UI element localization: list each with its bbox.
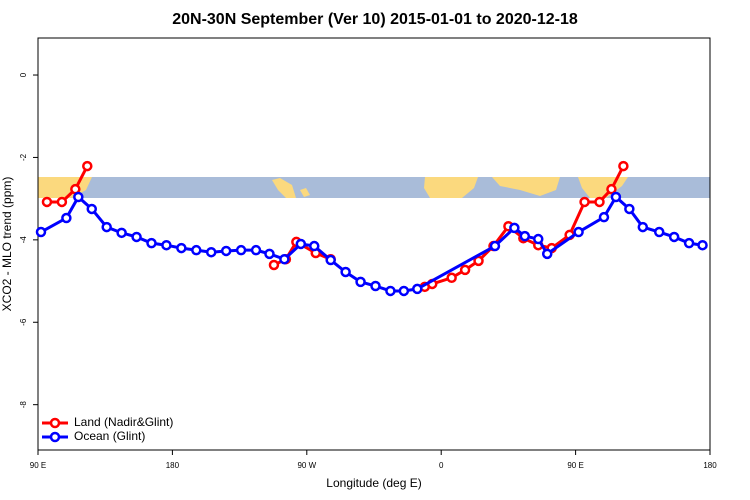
legend-label: Ocean (Glint) bbox=[74, 429, 145, 443]
point bbox=[541, 248, 553, 260]
point bbox=[61, 212, 72, 224]
point bbox=[73, 191, 84, 203]
legend-marker bbox=[49, 417, 61, 429]
point bbox=[459, 264, 471, 276]
legend-label: Land (Nadir&Glint) bbox=[74, 415, 173, 429]
point bbox=[509, 222, 520, 234]
point bbox=[325, 254, 336, 266]
point bbox=[220, 245, 232, 257]
point bbox=[610, 191, 622, 203]
x-tick-label: 90 E bbox=[30, 461, 46, 470]
point bbox=[579, 196, 590, 208]
point bbox=[637, 221, 649, 233]
map-strip bbox=[38, 177, 710, 198]
point bbox=[489, 240, 501, 252]
point bbox=[624, 203, 635, 215]
point bbox=[446, 272, 457, 284]
point bbox=[618, 160, 629, 172]
point bbox=[309, 240, 320, 252]
x-tick-label: 180 bbox=[166, 461, 180, 470]
point bbox=[101, 221, 112, 233]
point bbox=[653, 226, 665, 238]
x-tick-label: 0 bbox=[439, 461, 444, 470]
point bbox=[355, 276, 366, 288]
point bbox=[146, 237, 157, 249]
point bbox=[295, 238, 307, 250]
x-tick-label: 180 bbox=[703, 461, 717, 470]
x-tick-label: 90 E bbox=[567, 461, 583, 470]
plot-frame bbox=[37, 37, 711, 451]
point bbox=[412, 283, 423, 295]
point bbox=[56, 196, 68, 208]
legend-marker bbox=[49, 431, 61, 443]
y-tick-label: -8 bbox=[19, 401, 28, 409]
point bbox=[279, 253, 290, 265]
point bbox=[161, 239, 172, 251]
point bbox=[264, 248, 275, 260]
point bbox=[176, 242, 187, 254]
point bbox=[116, 227, 127, 239]
point bbox=[398, 285, 410, 297]
y-axis-label: XCO2 - MLO trend (ppm) bbox=[0, 177, 14, 312]
y-tick-label: -2 bbox=[19, 153, 28, 161]
point bbox=[385, 285, 396, 297]
point bbox=[697, 239, 708, 251]
point bbox=[268, 259, 280, 271]
point bbox=[519, 230, 531, 242]
y-tick-label: 0 bbox=[19, 72, 28, 77]
point bbox=[473, 255, 484, 267]
point bbox=[340, 266, 351, 278]
point bbox=[41, 196, 53, 208]
y-tick-label: -6 bbox=[19, 318, 28, 326]
point bbox=[205, 246, 217, 258]
point bbox=[606, 183, 617, 195]
x-axis-label: Longitude (deg E) bbox=[326, 476, 421, 490]
point bbox=[35, 226, 47, 238]
point bbox=[668, 231, 680, 243]
point bbox=[594, 196, 605, 208]
point bbox=[250, 244, 262, 256]
point bbox=[131, 231, 142, 243]
point bbox=[235, 244, 247, 256]
point bbox=[370, 280, 381, 292]
point bbox=[598, 211, 610, 223]
point bbox=[86, 203, 98, 215]
point bbox=[533, 233, 544, 245]
point bbox=[573, 226, 584, 238]
chart-title: 20N-30N September (Ver 10) 2015-01-01 to… bbox=[172, 11, 578, 28]
y-tick-label: -4 bbox=[19, 236, 28, 244]
series-line bbox=[40, 194, 703, 293]
point bbox=[683, 237, 695, 249]
point bbox=[191, 244, 202, 256]
point bbox=[82, 160, 93, 172]
x-tick-label: 90 W bbox=[297, 461, 316, 470]
